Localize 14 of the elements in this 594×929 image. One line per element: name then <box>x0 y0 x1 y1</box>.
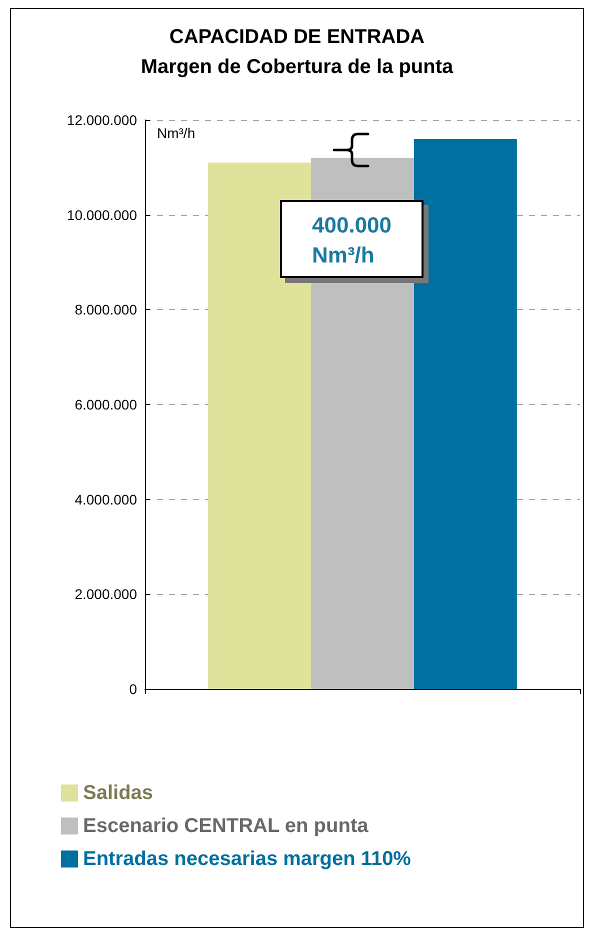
legend-label: Salidas <box>83 782 154 804</box>
y-tick-label: 8.000.000 <box>74 302 138 318</box>
y-tick-label: 2.000.000 <box>74 586 138 602</box>
legend-label: Escenario CENTRAL en punta <box>83 815 370 837</box>
chart-title: CAPACIDAD DE ENTRADA <box>169 26 425 48</box>
chart-subtitle: Margen de Cobertura de la punta <box>140 56 454 78</box>
y-tick-label: 12.000.000 <box>66 112 138 128</box>
legend-label: Entradas necesarias margen 110% <box>83 848 412 870</box>
annotation: 400.000 Nm³/h <box>312 212 392 268</box>
y-tick-label: 10.000.000 <box>66 206 138 223</box>
y-axis-title: Nm³/h <box>157 125 196 141</box>
y-tick-label: 4.000.000 <box>74 491 138 508</box>
y-tick-label: 6.000.000 <box>74 396 138 412</box>
y-tick-label: 0 <box>129 681 138 697</box>
